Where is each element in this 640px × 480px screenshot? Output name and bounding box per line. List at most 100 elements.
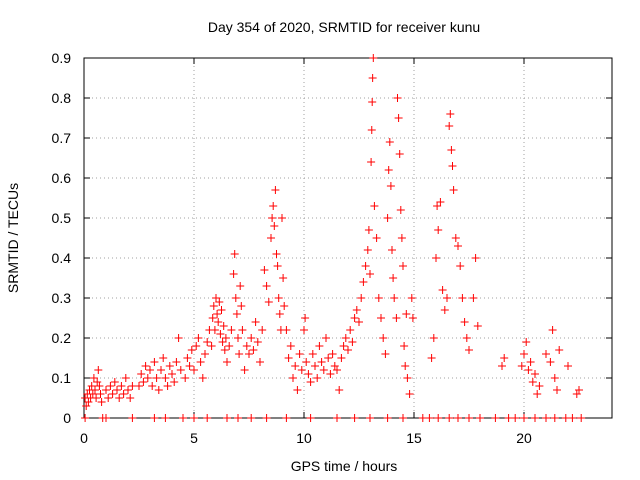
data-point <box>399 262 407 270</box>
data-point <box>522 338 531 346</box>
data-point <box>402 310 411 318</box>
data-point <box>291 362 300 370</box>
data-point <box>317 358 326 366</box>
data-point <box>124 386 132 394</box>
data-point <box>126 394 135 402</box>
data-point <box>456 262 465 270</box>
data-point <box>301 314 310 322</box>
data-point <box>427 354 436 362</box>
data-point <box>395 150 404 158</box>
data-point <box>326 370 335 378</box>
data-point <box>104 394 113 402</box>
data-point <box>110 378 119 386</box>
data-point <box>117 382 126 390</box>
data-point <box>190 414 198 422</box>
data-point <box>377 314 385 322</box>
data-point <box>143 374 152 382</box>
y-tick-label: 0 <box>63 410 71 426</box>
data-point <box>95 382 104 390</box>
y-tick-label: 0.6 <box>52 170 72 186</box>
data-point <box>359 278 368 286</box>
data-point <box>324 354 333 362</box>
data-point <box>364 226 373 234</box>
data-point <box>185 362 194 370</box>
data-point <box>400 342 409 350</box>
data-point <box>232 310 241 318</box>
data-point <box>179 414 187 422</box>
data-point <box>372 234 381 242</box>
y-tick-label: 0.3 <box>52 290 72 306</box>
data-point <box>385 138 394 146</box>
data-point <box>119 390 128 398</box>
data-point <box>394 114 403 122</box>
data-point <box>465 414 473 422</box>
plot-frame <box>83 57 613 419</box>
data-point <box>152 374 161 382</box>
data-point <box>374 294 383 302</box>
data-point <box>337 354 346 362</box>
data-point <box>297 366 306 374</box>
data-point <box>445 122 454 130</box>
data-point <box>445 414 454 422</box>
data-point <box>240 366 249 374</box>
data-point <box>121 374 130 382</box>
data-point <box>367 126 376 134</box>
data-point <box>454 414 462 422</box>
chart-title: Day 354 of 2020, SRMTID for receiver kun… <box>208 19 480 35</box>
data-point <box>108 390 117 398</box>
y-tick-label: 0.1 <box>52 370 72 386</box>
data-point <box>163 382 172 390</box>
data-point <box>94 366 103 374</box>
data-point <box>209 302 218 310</box>
data-point <box>425 414 434 422</box>
data-point <box>520 350 528 358</box>
data-point <box>524 366 533 374</box>
data-point <box>135 382 143 390</box>
data-point <box>449 186 458 194</box>
data-point <box>535 382 544 390</box>
data-point <box>245 350 253 358</box>
data-point <box>429 334 438 342</box>
data-point <box>87 382 96 390</box>
data-point <box>333 414 341 422</box>
data-point <box>531 414 539 422</box>
data-point <box>368 98 377 106</box>
data-point <box>443 294 451 302</box>
data-point <box>436 198 445 206</box>
data-point <box>220 346 229 354</box>
data-point <box>403 374 412 382</box>
data-point <box>161 374 170 382</box>
data-point <box>348 338 357 346</box>
data-point <box>216 330 225 338</box>
data-point <box>165 362 174 370</box>
data-point <box>471 254 480 262</box>
data-point <box>231 294 240 302</box>
data-point <box>92 394 101 402</box>
data-point <box>384 166 393 174</box>
data-point <box>128 414 137 422</box>
data-point <box>548 326 557 334</box>
data-point <box>531 370 539 378</box>
data-point <box>278 214 286 222</box>
data-point <box>396 206 405 214</box>
data-point <box>137 370 146 378</box>
data-point <box>454 242 462 250</box>
data-point <box>82 402 91 410</box>
data-point <box>434 414 443 422</box>
data-point <box>146 366 154 374</box>
data-point <box>460 318 469 326</box>
data-point <box>550 414 559 422</box>
data-point <box>230 250 239 258</box>
grid-lines <box>84 58 612 418</box>
axis-ticks <box>83 57 612 419</box>
data-point <box>295 350 304 358</box>
data-point <box>550 374 559 382</box>
data-point <box>221 334 230 342</box>
data-point <box>264 298 273 306</box>
data-point <box>234 334 242 342</box>
data-point <box>97 398 106 406</box>
data-point <box>238 326 247 334</box>
data-point <box>253 338 262 346</box>
data-point <box>268 214 277 222</box>
data-point <box>168 370 176 378</box>
